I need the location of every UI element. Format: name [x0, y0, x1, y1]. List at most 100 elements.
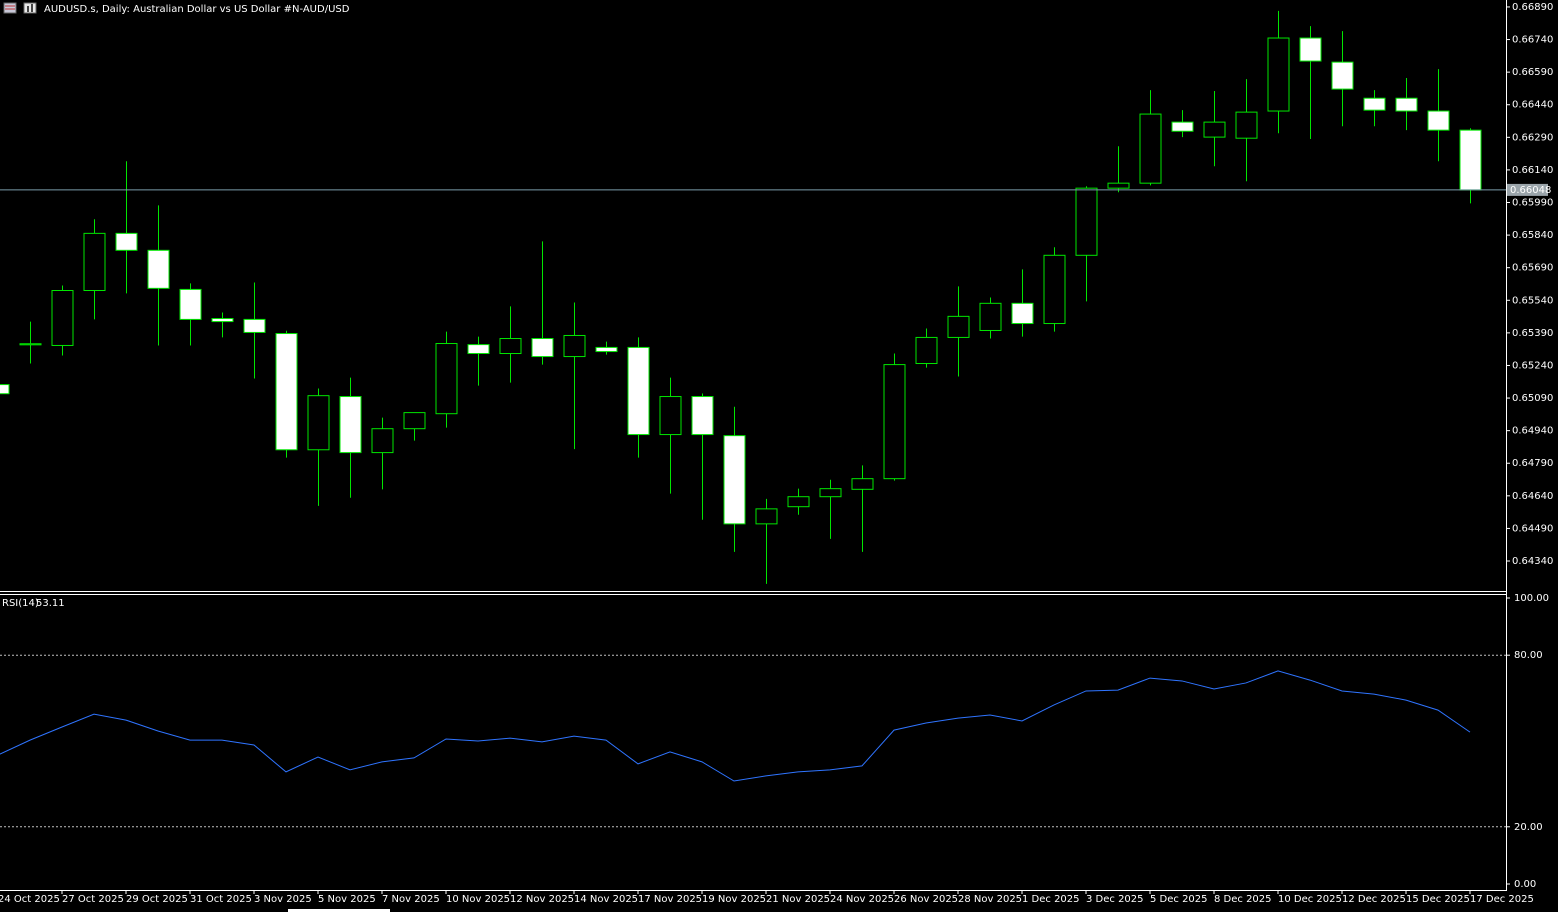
- y-tick-label: 80.00: [1514, 650, 1543, 661]
- y-tick-label: 0.65990: [1512, 198, 1553, 209]
- candle-body: [1107, 182, 1130, 189]
- icon: [27, 6, 29, 12]
- candle-body: [83, 232, 106, 292]
- y-tick-label: 0.65540: [1512, 295, 1553, 306]
- candle-body: [179, 288, 202, 320]
- candle-body: [19, 343, 42, 346]
- last-price-box: [1507, 183, 1548, 196]
- x-tick-label: 10 Dec 2025: [1278, 894, 1342, 905]
- y-tick-label: 100.00: [1514, 593, 1549, 604]
- x-tick-label: 17 Dec 2025: [1470, 894, 1534, 905]
- y-tick-label: 0.65390: [1512, 328, 1553, 339]
- x-tick-label: 7 Nov 2025: [382, 894, 440, 905]
- candle-body: [531, 338, 554, 358]
- x-tick-label: 12 Dec 2025: [1342, 894, 1406, 905]
- candle-body: [243, 318, 266, 333]
- chart-title: AUDUSD.s, Daily: Australian Dollar vs US…: [44, 4, 350, 15]
- candle-body: [851, 478, 874, 490]
- y-tick-label: 0.65240: [1512, 360, 1553, 371]
- title-icons: [3, 2, 37, 14]
- x-tick-label: 27 Oct 2025: [62, 894, 124, 905]
- y-tick-label: 0.64940: [1512, 426, 1553, 437]
- candle-body: [1267, 37, 1290, 112]
- y-tick-label: 0.64640: [1512, 491, 1553, 502]
- x-tick-label: 3 Nov 2025: [254, 894, 312, 905]
- x-tick-label: 24 Nov 2025: [830, 894, 894, 905]
- candle-body: [1139, 113, 1162, 184]
- y-tick-label: 0.64490: [1512, 523, 1553, 534]
- x-tick-label: 29 Oct 2025: [126, 894, 188, 905]
- y-tick-label: 0.64340: [1512, 556, 1553, 567]
- candle-body: [1395, 97, 1418, 112]
- candle-body: [51, 290, 74, 346]
- candle-body: [1299, 37, 1322, 62]
- x-tick-label: 19 Nov 2025: [702, 894, 766, 905]
- candle-body: [1011, 302, 1034, 325]
- x-tick-label: 26 Nov 2025: [894, 894, 958, 905]
- x-tick-label: 15 Dec 2025: [1406, 894, 1470, 905]
- x-tick-label: 12 Nov 2025: [510, 894, 574, 905]
- x-tick-label: 24 Oct 2025: [0, 894, 60, 905]
- candle-body: [1075, 187, 1098, 256]
- candle-body: [435, 343, 458, 415]
- x-tick-label: 17 Nov 2025: [638, 894, 702, 905]
- candle-body: [0, 384, 10, 395]
- candle-body: [659, 396, 682, 436]
- y-tick-label: 0.65690: [1512, 263, 1553, 274]
- last-price-label: 0.66048: [1510, 185, 1551, 196]
- candle-body: [915, 336, 938, 365]
- candle-body: [211, 318, 234, 323]
- candle-body: [819, 488, 842, 498]
- icon: [3, 2, 17, 14]
- rsi-line: [0, 670, 1471, 782]
- y-tick-label: 20.00: [1514, 822, 1543, 833]
- candle-body: [627, 346, 650, 436]
- candle-body: [1043, 254, 1066, 325]
- candle-body: [1235, 111, 1258, 139]
- candle-body: [979, 302, 1002, 331]
- candle-body: [467, 344, 490, 355]
- candle-body: [371, 428, 394, 454]
- y-tick-label: 0.65840: [1512, 230, 1553, 241]
- x-tick-label: 28 Nov 2025: [958, 894, 1022, 905]
- candle-body: [115, 232, 138, 251]
- candle-body: [147, 249, 170, 289]
- x-tick-label: 1 Dec 2025: [1022, 894, 1080, 905]
- candle-body: [947, 315, 970, 338]
- y-tick-label: 0.66590: [1512, 67, 1553, 78]
- y-tick-label: 0.00: [1514, 879, 1536, 890]
- y-tick-label: 0.66290: [1512, 132, 1553, 143]
- candle-body: [1331, 61, 1354, 90]
- candle-body: [499, 338, 522, 355]
- candle-body: [723, 435, 746, 525]
- candle-body: [307, 395, 330, 451]
- icon: [23, 2, 37, 14]
- x-tick-label: 3 Dec 2025: [1086, 894, 1144, 905]
- y-tick-label: 0.66890: [1512, 2, 1553, 13]
- candle-body: [275, 333, 298, 451]
- x-tick-label: 31 Oct 2025: [190, 894, 252, 905]
- x-tick-label: 10 Nov 2025: [446, 894, 510, 905]
- candle-body: [563, 334, 586, 358]
- candle-body: [1427, 110, 1450, 131]
- y-tick-label: 0.66440: [1512, 100, 1553, 111]
- candle-body: [595, 346, 618, 353]
- x-tick-label: 8 Dec 2025: [1214, 894, 1272, 905]
- candle-body: [1203, 121, 1226, 138]
- candle-body: [691, 396, 714, 436]
- candle-body: [1459, 129, 1482, 191]
- candle-body: [1363, 97, 1386, 111]
- scroll-marker[interactable]: [288, 909, 390, 912]
- candle-body: [787, 496, 810, 508]
- y-tick-label: 0.66740: [1512, 35, 1553, 46]
- candle-body: [883, 364, 906, 480]
- x-tick-label: 5 Dec 2025: [1150, 894, 1208, 905]
- icon: [31, 4, 33, 12]
- x-tick-label: 14 Nov 2025: [574, 894, 638, 905]
- candle-body: [339, 396, 362, 454]
- x-tick-label: 5 Nov 2025: [318, 894, 376, 905]
- x-tick-label: 21 Nov 2025: [766, 894, 830, 905]
